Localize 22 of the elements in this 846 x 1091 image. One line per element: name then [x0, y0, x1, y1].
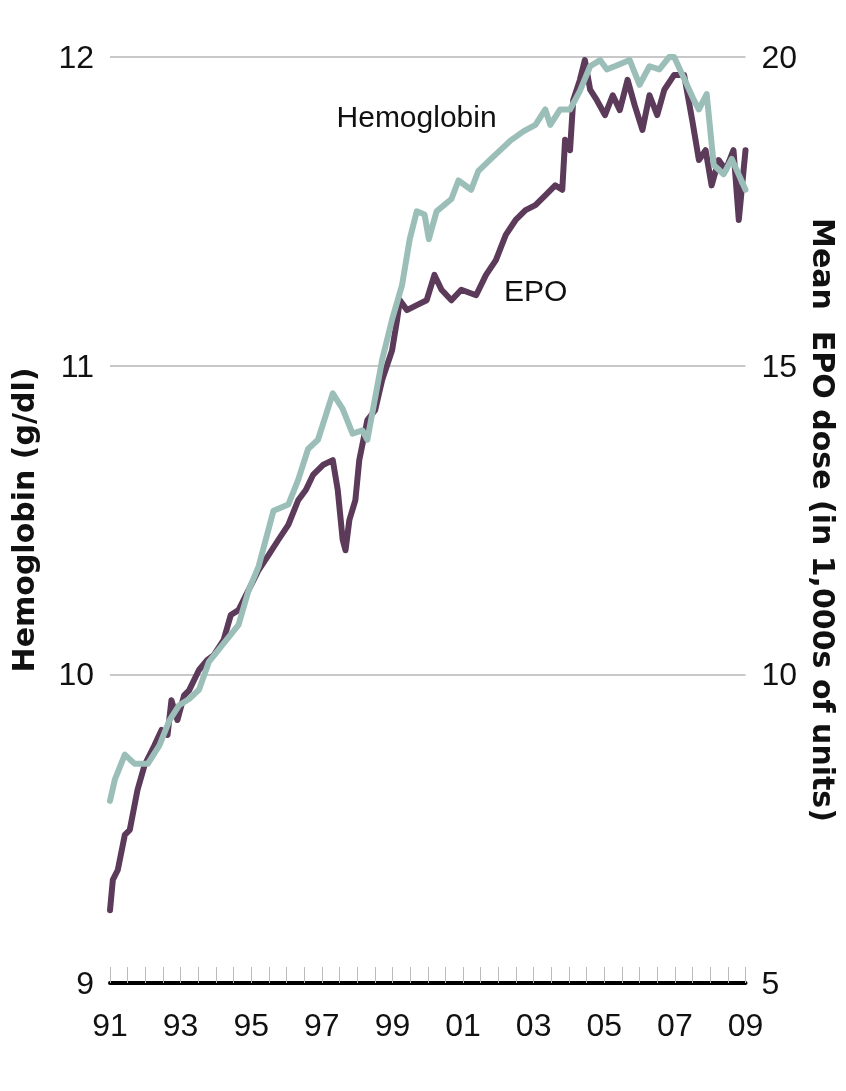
y-tick-label: 9 [76, 965, 94, 1001]
x-tick-label: 05 [586, 1007, 623, 1043]
y2-tick-label: 20 [761, 39, 798, 75]
y-tick-label: 10 [58, 656, 94, 693]
series-label: Hemoglobin [336, 99, 497, 133]
y2-tick-label: 15 [761, 347, 798, 384]
x-tick-label: 95 [233, 1007, 270, 1043]
x-tick-label: 91 [92, 1007, 128, 1043]
y-tick-label: 12 [58, 39, 94, 75]
x-tick-label: 03 [515, 1007, 552, 1043]
x-tick-label: 99 [374, 1007, 411, 1043]
x-tick-label: 09 [727, 1007, 764, 1043]
y2-tick-label: 5 [761, 965, 780, 1001]
y2-tick-label: 10 [761, 656, 798, 693]
series-label: EPO [503, 273, 568, 307]
x-tick-label: 93 [162, 1007, 199, 1043]
x-tick-label: 07 [657, 1007, 693, 1043]
x-tick-label: 97 [304, 1007, 340, 1043]
y2-axis-title: Mean EPO dose (in 1,000s of units) [805, 218, 841, 822]
y-axis-title: Hemoglobin (g/dl) [5, 367, 41, 673]
y-tick-label: 11 [60, 347, 94, 384]
x-tick-label: 01 [445, 1007, 481, 1043]
